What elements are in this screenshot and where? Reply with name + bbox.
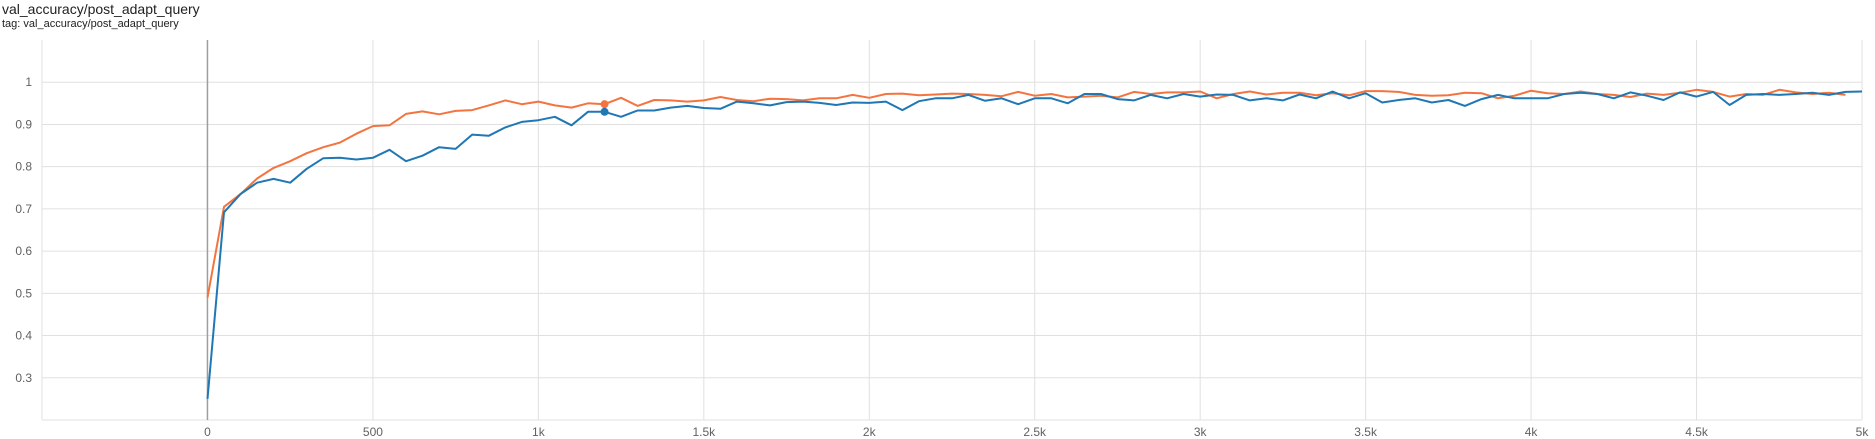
series-lines <box>206 88 1863 399</box>
chart-title: val_accuracy/post_adapt_query <box>2 1 200 17</box>
x-tick-label: 1.5k <box>692 425 716 439</box>
axes <box>41 40 1862 421</box>
y-tick-label: 0.9 <box>15 117 32 131</box>
x-tick-label: 2.5k <box>1023 425 1047 439</box>
series-marker-0 <box>600 100 609 109</box>
x-tick-label: 3k <box>1194 425 1208 439</box>
x-tick-label: 500 <box>363 425 383 439</box>
x-tick-label: 1k <box>532 425 546 439</box>
y-tick-label: 0.7 <box>15 202 32 216</box>
x-tick-label: 0 <box>204 425 211 439</box>
x-tick-label: 4k <box>1525 425 1539 439</box>
series-markers <box>600 100 609 116</box>
tick-labels: 0 500 1k 1.5k 2k 2.5k 3k 3.5k 4k 4.5k 5k 0.3 0.4 0.5 0… <box>15 75 1869 439</box>
y-tick-label: 1 <box>25 75 32 89</box>
y-tick-label: 0.6 <box>15 244 32 258</box>
x-tick-label: 2k <box>863 425 877 439</box>
x-tick-label: 5k <box>1856 425 1870 439</box>
y-tick-label: 0.8 <box>15 160 32 174</box>
chart-tag: tag: val_accuracy/post_adapt_query <box>2 18 179 30</box>
grid-lines <box>42 40 1863 420</box>
y-tick-label: 0.5 <box>15 286 32 300</box>
x-tick-label: 3.5k <box>1354 425 1378 439</box>
series-line-1 <box>206 90 1863 399</box>
y-tick-label: 0.3 <box>15 371 32 385</box>
series-line-0 <box>206 88 1846 298</box>
series-marker-1 <box>600 107 609 116</box>
y-tick-label: 0.4 <box>15 329 32 343</box>
x-tick-label: 4.5k <box>1685 425 1709 439</box>
